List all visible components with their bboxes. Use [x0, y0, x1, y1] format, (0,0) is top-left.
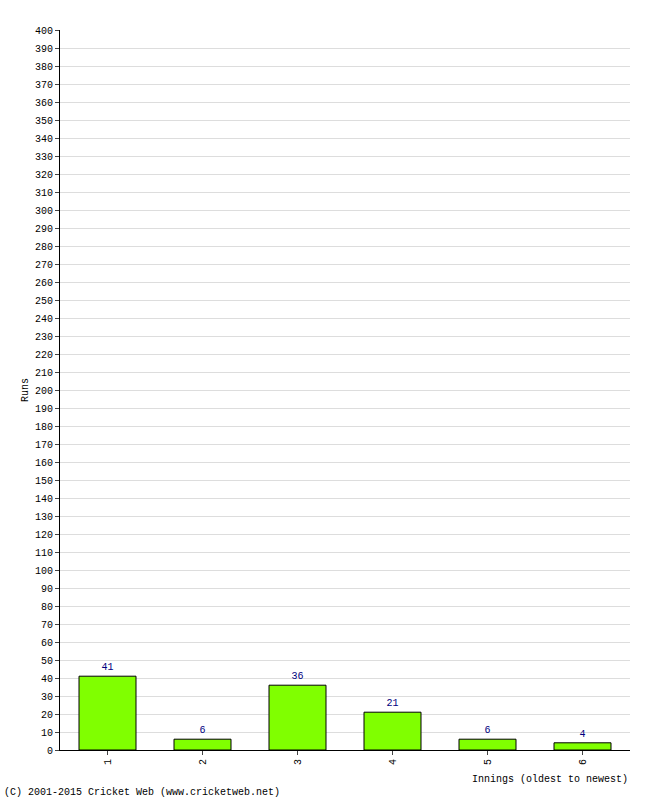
svg-text:130: 130 [35, 512, 53, 523]
svg-text:36: 36 [291, 671, 303, 682]
svg-text:240: 240 [35, 314, 53, 325]
svg-text:150: 150 [35, 476, 53, 487]
svg-text:210: 210 [35, 368, 53, 379]
svg-text:140: 140 [35, 494, 53, 505]
svg-text:30: 30 [41, 692, 53, 703]
svg-text:270: 270 [35, 260, 53, 271]
svg-text:40: 40 [41, 674, 53, 685]
svg-text:350: 350 [35, 116, 53, 127]
svg-text:400: 400 [35, 26, 53, 37]
svg-text:230: 230 [35, 332, 53, 343]
svg-text:2: 2 [198, 759, 209, 765]
svg-text:300: 300 [35, 206, 53, 217]
svg-text:340: 340 [35, 134, 53, 145]
svg-text:390: 390 [35, 44, 53, 55]
svg-text:4: 4 [388, 759, 399, 765]
svg-text:260: 260 [35, 278, 53, 289]
svg-text:360: 360 [35, 98, 53, 109]
svg-text:41: 41 [101, 662, 113, 673]
svg-text:90: 90 [41, 584, 53, 595]
svg-text:Runs: Runs [20, 378, 31, 402]
svg-text:290: 290 [35, 224, 53, 235]
svg-text:280: 280 [35, 242, 53, 253]
svg-text:180: 180 [35, 422, 53, 433]
svg-text:6: 6 [578, 759, 589, 765]
svg-text:370: 370 [35, 80, 53, 91]
svg-text:60: 60 [41, 638, 53, 649]
svg-text:4: 4 [579, 729, 585, 740]
svg-text:3: 3 [293, 759, 304, 765]
svg-text:310: 310 [35, 188, 53, 199]
svg-text:10: 10 [41, 728, 53, 739]
svg-text:20: 20 [41, 710, 53, 721]
svg-text:380: 380 [35, 62, 53, 73]
svg-text:170: 170 [35, 440, 53, 451]
svg-text:190: 190 [35, 404, 53, 415]
svg-text:0: 0 [47, 746, 53, 757]
svg-text:120: 120 [35, 530, 53, 541]
svg-text:250: 250 [35, 296, 53, 307]
svg-text:100: 100 [35, 566, 53, 577]
svg-text:330: 330 [35, 152, 53, 163]
svg-text:Innings (oldest to newest): Innings (oldest to newest) [472, 774, 628, 785]
svg-text:5: 5 [483, 759, 494, 765]
svg-text:6: 6 [199, 725, 205, 736]
svg-text:200: 200 [35, 386, 53, 397]
svg-text:320: 320 [35, 170, 53, 181]
svg-text:160: 160 [35, 458, 53, 469]
svg-text:80: 80 [41, 602, 53, 613]
svg-text:1: 1 [103, 759, 114, 765]
svg-text:6: 6 [484, 725, 490, 736]
svg-text:220: 220 [35, 350, 53, 361]
svg-text:21: 21 [386, 698, 398, 709]
svg-text:(C) 2001-2015 Cricket Web (www: (C) 2001-2015 Cricket Web (www.cricketwe… [4, 787, 280, 798]
svg-text:70: 70 [41, 620, 53, 631]
svg-text:50: 50 [41, 656, 53, 667]
svg-text:110: 110 [35, 548, 53, 559]
